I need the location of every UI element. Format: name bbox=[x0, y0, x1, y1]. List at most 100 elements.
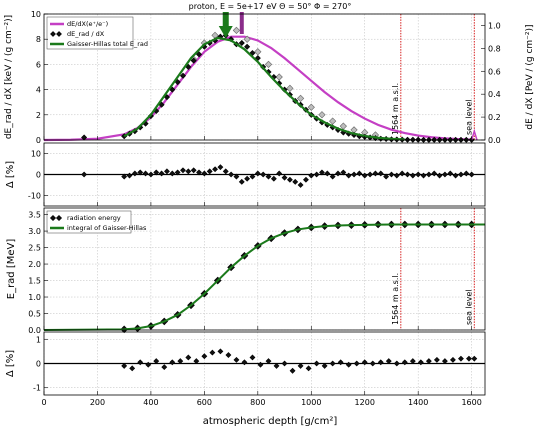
data-point-residual bbox=[321, 362, 328, 369]
legend-label-ee: dE/dX(e⁺/e⁻) bbox=[67, 20, 108, 28]
tick-label-right: 0.8 bbox=[488, 44, 501, 53]
data-point-residual bbox=[212, 166, 218, 173]
tick-label-y: 2 bbox=[36, 111, 41, 120]
sea-level-spike bbox=[470, 128, 478, 141]
data-point-residual bbox=[324, 170, 331, 177]
data-point-residual bbox=[201, 170, 208, 177]
data-point-residual bbox=[177, 358, 184, 365]
tick-label-x: 800 bbox=[250, 398, 265, 407]
data-point-residual bbox=[297, 182, 304, 188]
data-point-residual bbox=[153, 169, 160, 176]
data-point-residual bbox=[409, 172, 416, 179]
data-point-residual bbox=[425, 171, 432, 178]
tick-label-y: 1.5 bbox=[28, 277, 41, 286]
y-axis-label: dE_rad / dX [keV / (g cm⁻²)] bbox=[4, 15, 14, 139]
tick-label-x: 1200 bbox=[355, 398, 375, 407]
data-point-residual bbox=[169, 170, 176, 177]
y-axis-label: E_rad [MeV] bbox=[6, 239, 17, 300]
tick-label-y: 3.0 bbox=[28, 227, 41, 236]
panel-3: 1564 m a.s.l. sea level radiation energy in… bbox=[6, 207, 486, 335]
tick-label-y: 1 bbox=[36, 335, 41, 344]
data-point-residual bbox=[217, 164, 224, 171]
data-point-residual bbox=[388, 171, 395, 178]
tick-label-right: 0.0 bbox=[488, 136, 501, 145]
data-point-residual bbox=[81, 171, 88, 178]
tick-label-y: 0 bbox=[36, 360, 41, 369]
annotation-observer-level: 1564 m a.s.l. bbox=[391, 83, 400, 135]
data-point-residual bbox=[126, 172, 133, 179]
data-point-residual bbox=[335, 170, 341, 177]
data-point-residual bbox=[196, 169, 202, 176]
data-point-residual bbox=[367, 171, 373, 178]
data-point-residual bbox=[281, 360, 288, 367]
y-axis-label: Δ [%] bbox=[5, 161, 16, 188]
data-point-residual bbox=[265, 173, 272, 180]
data-point-residual bbox=[131, 170, 138, 177]
tick-label-y: 0.5 bbox=[28, 310, 41, 319]
xmax-arrow-magenta bbox=[239, 12, 244, 34]
data-point-residual bbox=[233, 356, 240, 363]
tick-label-x: 400 bbox=[143, 398, 158, 407]
annotation-observer-level: 1564 m a.s.l. bbox=[391, 273, 400, 325]
tick-label-y: -10 bbox=[28, 192, 41, 201]
data-point-gray bbox=[307, 103, 315, 111]
tick-label-y: 8 bbox=[36, 35, 41, 44]
data-point-residual bbox=[345, 361, 352, 368]
data-point-residual bbox=[337, 359, 344, 366]
data-point-gray bbox=[329, 117, 337, 125]
y-axis-label-right: dE / dX [PeV / (g cm⁻²)] bbox=[525, 24, 535, 129]
xmax-arrow-green-shaft bbox=[222, 12, 229, 26]
data-point-residual bbox=[393, 172, 400, 179]
tick-label-y: 3.5 bbox=[28, 211, 41, 220]
data-point-residual bbox=[249, 354, 256, 361]
legend-swatch-diamond-1 bbox=[50, 31, 56, 37]
legend-box bbox=[46, 210, 132, 234]
tick-label-x: 0 bbox=[41, 398, 46, 407]
tick-label-y: 6 bbox=[36, 60, 41, 69]
data-point-residual bbox=[471, 355, 478, 362]
panel-frame bbox=[43, 207, 486, 331]
tick-label-y: 1.0 bbox=[28, 293, 41, 302]
y-axis-label: Δ [%] bbox=[5, 350, 16, 377]
data-point-residual bbox=[129, 365, 136, 372]
data-point-residual bbox=[305, 365, 312, 372]
data-point-residual bbox=[303, 176, 309, 183]
data-point-residual bbox=[206, 168, 213, 175]
data-point-residual bbox=[340, 169, 347, 176]
tick-label-y: -1 bbox=[33, 384, 41, 393]
data-point-residual bbox=[270, 175, 277, 182]
xmax-arrow-green-head bbox=[218, 26, 233, 38]
data-point-residual bbox=[142, 170, 149, 177]
data-point-residual bbox=[161, 364, 168, 371]
data-point-residual bbox=[463, 170, 470, 177]
data-point-residual bbox=[233, 173, 240, 180]
data-point-residual bbox=[169, 359, 176, 366]
data-point-residual bbox=[361, 172, 368, 179]
data-point-residual bbox=[292, 178, 299, 185]
tick-label-right: 0.6 bbox=[488, 67, 501, 76]
data-point-residual bbox=[353, 360, 360, 367]
data-point-gray bbox=[264, 60, 273, 69]
legend-label-radiation: radiation energy bbox=[67, 214, 121, 222]
data-point-residual bbox=[468, 171, 475, 178]
data-point-residual bbox=[121, 173, 128, 180]
data-point-residual bbox=[228, 171, 235, 178]
data-point-residual bbox=[377, 359, 384, 366]
data-point-residual bbox=[222, 168, 229, 175]
data-point-residual bbox=[458, 171, 464, 178]
legend-label-gh: Gaisser-Hillas total E_rad bbox=[67, 40, 148, 48]
data-point-residual bbox=[436, 172, 443, 179]
data-point-residual bbox=[319, 169, 325, 176]
data-point-residual bbox=[185, 354, 192, 361]
data-point-residual bbox=[420, 172, 427, 179]
data-point-residual bbox=[329, 173, 336, 180]
tick-label-x: 1000 bbox=[301, 398, 321, 407]
series-line-magenta bbox=[43, 35, 472, 142]
tick-label-right: 0.4 bbox=[488, 90, 501, 99]
data-point-rad bbox=[244, 43, 251, 50]
legend-label-integral: integral of Gaisser-Hillas bbox=[67, 224, 147, 232]
data-point-residual bbox=[409, 358, 416, 365]
data-point-residual bbox=[329, 360, 336, 367]
